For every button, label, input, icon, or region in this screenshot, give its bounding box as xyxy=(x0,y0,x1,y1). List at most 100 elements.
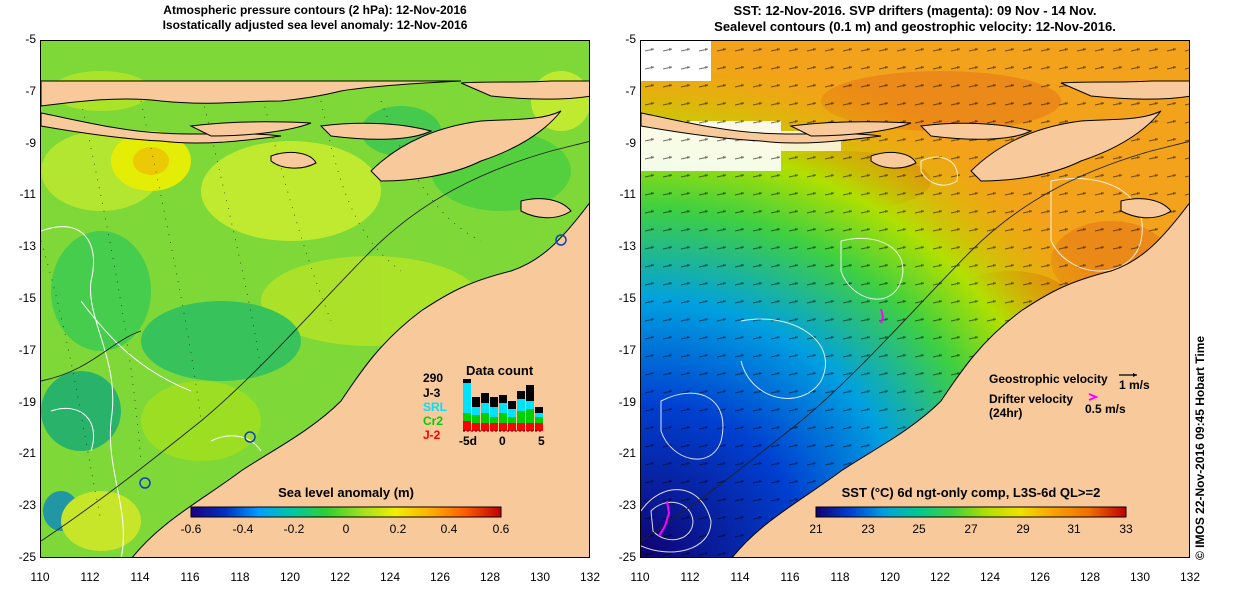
latitude-label: -13 xyxy=(18,239,36,254)
latitude-label: -21 xyxy=(18,446,36,461)
sst-colorbar-ramp xyxy=(815,506,1127,518)
sla-tick: 0.4 xyxy=(441,522,458,536)
longitude-label: 116 xyxy=(780,570,800,584)
mission-label-j3: J-3 xyxy=(423,386,441,400)
latitude-label: -9 xyxy=(25,135,36,150)
latitude-label: -11 xyxy=(619,187,636,202)
longitude-label: 110 xyxy=(30,570,50,584)
longitude-label: 128 xyxy=(1079,570,1101,584)
station-marker xyxy=(555,234,567,246)
sst-tick: 21 xyxy=(809,522,823,536)
longitude-label: 124 xyxy=(379,570,401,584)
longitude-label: 124 xyxy=(979,570,1001,584)
sla-white-contours xyxy=(41,226,262,557)
geostrophic-scale-label: 1 m/s xyxy=(1119,378,1150,392)
latitude-label: -7 xyxy=(25,83,36,98)
drifter-scale-label: 0.5 m/s xyxy=(1085,402,1126,416)
longitude-label: 120 xyxy=(879,570,901,584)
sst-tick: 25 xyxy=(912,522,926,536)
bathymetry-contour xyxy=(641,141,1189,542)
sst-tick: 29 xyxy=(1016,522,1030,536)
sst-tick: 33 xyxy=(1119,522,1133,536)
velocity-legend: Geostrophic velocity 1 m/s Drifter veloc… xyxy=(989,372,1150,420)
sst-colorbar-title: SST (°C) 6d ngt-only comp, L3S-6d QL>=2 xyxy=(842,485,1101,500)
station-marker xyxy=(139,477,151,489)
latitude-label: -19 xyxy=(18,394,36,409)
longitude-label: 122 xyxy=(329,570,351,584)
longitude-label: 130 xyxy=(1129,570,1151,584)
latitude-label: -23 xyxy=(18,498,36,513)
latitude-label: -17 xyxy=(618,342,636,357)
sla-tick: -0.4 xyxy=(233,522,254,536)
sst-colorbar: SST (°C) 6d ngt-only comp, L3S-6d QL>=2 … xyxy=(809,485,1133,536)
sla-colorbar-ramp xyxy=(190,506,502,518)
longitude-label: 112 xyxy=(680,570,700,584)
latitude-label: -19 xyxy=(618,394,636,409)
imos-credit: © IMOS 22-Nov-2016 09:45 Hobart Time xyxy=(1193,335,1207,560)
longitude-label: 118 xyxy=(230,570,250,584)
sst-tick: 23 xyxy=(861,522,875,536)
longitude-label: 126 xyxy=(429,570,451,584)
longitude-label: 122 xyxy=(929,570,951,584)
sla-tick: 0 xyxy=(343,522,350,536)
svp-drifter-tracks xyxy=(658,308,885,537)
sst-tick: 31 xyxy=(1067,522,1081,536)
longitude-label: 116 xyxy=(180,570,200,584)
data-count-inset: 290 Data count J-3 SRL Cr2 J-2 -5d 0 5 xyxy=(423,363,545,448)
right-panel-title: SST: 12-Nov-2016. SVP drifters (magenta)… xyxy=(640,3,1190,35)
station-marker xyxy=(244,431,256,443)
sst-tick: 27 xyxy=(964,522,978,536)
drifter-scale-arrow xyxy=(1088,393,1099,401)
sla-tick: 0.2 xyxy=(390,522,407,536)
count-axis-label: 5 xyxy=(538,434,545,448)
sla-colorbar-title: Sea level anomaly (m) xyxy=(278,485,414,500)
latitude-label: -23 xyxy=(618,498,636,513)
latitude-label: -9 xyxy=(625,135,636,150)
latitude-label: -25 xyxy=(18,550,36,564)
longitude-label: 112 xyxy=(80,570,100,584)
land-masses xyxy=(41,80,589,557)
left-title-line2: Isostatically adjusted sea level anomaly… xyxy=(162,18,468,32)
mission-label-srl: SRL xyxy=(423,400,447,414)
longitude-label: 118 xyxy=(830,570,850,584)
mission-label-j2: J-2 xyxy=(423,428,441,442)
data-count-total: 290 xyxy=(423,371,443,385)
latitude-label: -15 xyxy=(18,291,36,305)
drifter-velocity-label: Drifter velocity xyxy=(989,392,1073,406)
sla-tick: -0.6 xyxy=(181,522,202,536)
latitude-label: -25 xyxy=(618,550,636,564)
sea-level-anomaly-map: 290 Data count J-3 SRL Cr2 J-2 -5d 0 5 xyxy=(40,40,590,558)
count-axis-label: -5d xyxy=(459,434,477,448)
longitude-label: 126 xyxy=(1029,570,1051,584)
longitude-label: 120 xyxy=(279,570,301,584)
latitude-label: -5 xyxy=(25,32,36,46)
longitude-label: 128 xyxy=(479,570,501,584)
latitude-label: -17 xyxy=(18,342,36,357)
sla-tick: -0.2 xyxy=(284,522,305,536)
latitude-label: -15 xyxy=(618,291,636,305)
geostrophic-scale-arrowhead xyxy=(1133,373,1137,377)
latitude-label: -13 xyxy=(618,239,636,254)
sst-map: Geostrophic velocity 1 m/s Drifter veloc… xyxy=(640,40,1190,558)
latitude-label: -11 xyxy=(19,187,36,202)
data-count-title: Data count xyxy=(466,363,534,378)
sst-map-canvas: Geostrophic velocity 1 m/s Drifter veloc… xyxy=(641,41,1189,557)
longitude-label: 132 xyxy=(579,570,601,584)
latitude-label: -7 xyxy=(625,83,636,98)
longitude-label: 114 xyxy=(730,570,750,584)
drifter-velocity-sublabel: (24hr) xyxy=(989,406,1022,420)
left-title-line1: Atmospheric pressure contours (2 hPa): 1… xyxy=(163,3,467,17)
mission-label-cr2: Cr2 xyxy=(423,414,443,428)
latitude-label: -21 xyxy=(618,446,636,461)
count-axis-label: 0 xyxy=(499,434,506,448)
longitude-label: 132 xyxy=(1179,570,1201,584)
land-masses xyxy=(641,80,1189,557)
bathymetry-contour xyxy=(41,141,589,542)
longitude-label: 130 xyxy=(529,570,551,584)
longitude-label: 114 xyxy=(130,570,150,584)
sla-tick: 0.6 xyxy=(493,522,510,536)
left-panel-title: Atmospheric pressure contours (2 hPa): 1… xyxy=(40,3,590,33)
sla-map-canvas: 290 Data count J-3 SRL Cr2 J-2 -5d 0 5 xyxy=(41,41,589,557)
geostrophic-velocity-label: Geostrophic velocity xyxy=(989,372,1108,386)
right-title-line2: Sealevel contours (0.1 m) and geostrophi… xyxy=(714,19,1116,34)
